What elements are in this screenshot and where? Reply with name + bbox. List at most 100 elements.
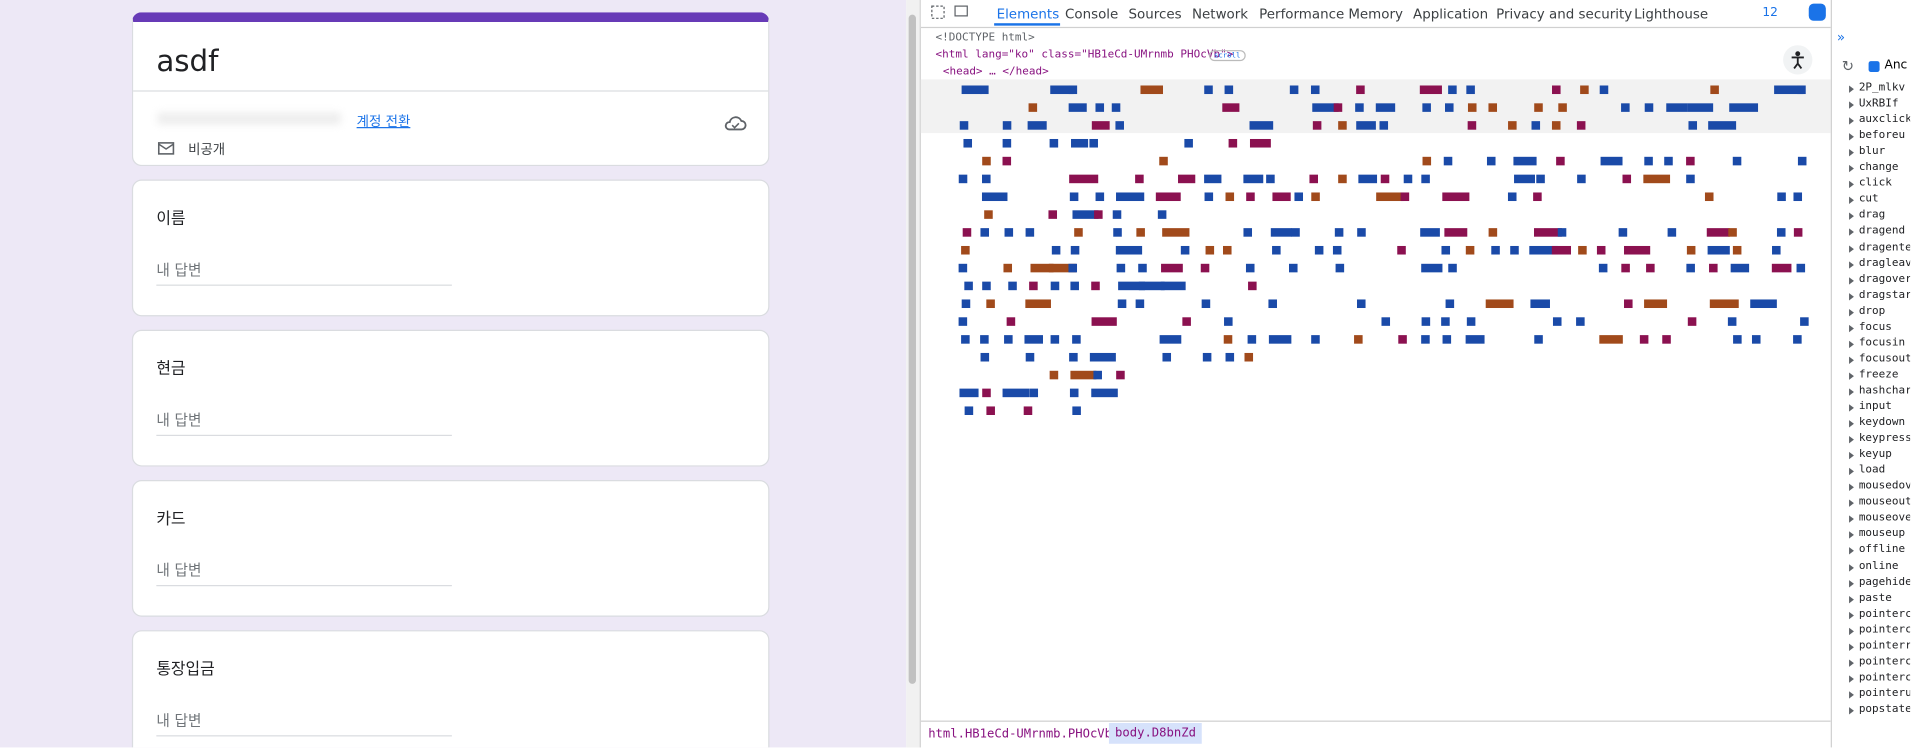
redaction-block (1243, 174, 1264, 184)
account-switch-link[interactable]: 계정 전환 (356, 113, 411, 130)
answer-input[interactable]: 내 답변 (156, 559, 452, 587)
event-listener[interactable]: dragend (1858, 225, 1906, 238)
scroll-thumb[interactable] (908, 14, 916, 684)
event-listener[interactable]: input (1858, 400, 1892, 413)
event-listener[interactable]: click (1858, 177, 1892, 190)
question-label: 통장입금 (156, 660, 215, 680)
refresh-icon[interactable]: ↻ (1841, 57, 1855, 75)
sync-icon[interactable] (1808, 3, 1826, 21)
redaction-block (1178, 174, 1196, 184)
accessibility-button[interactable] (1782, 44, 1814, 76)
event-listener[interactable]: pointeru (1858, 687, 1911, 700)
redaction-block (1621, 103, 1630, 112)
expand-arrow (1849, 117, 1854, 125)
event-listener[interactable]: pointerc (1858, 655, 1911, 668)
redaction-block (1116, 263, 1126, 273)
redaction-block (1375, 103, 1396, 112)
redaction-block (1536, 174, 1545, 184)
checkbox[interactable] (1868, 61, 1880, 73)
event-listener[interactable]: beforeu (1858, 129, 1906, 142)
expand-arrow (1849, 531, 1854, 540)
event-listener[interactable]: mouseup (1858, 528, 1906, 541)
expand-arrow (1849, 101, 1854, 109)
event-listener[interactable]: auxclick (1858, 113, 1911, 126)
event-listener[interactable]: UxRBIf (1858, 97, 1899, 110)
redaction-block (1157, 210, 1167, 219)
expand-arrow (1849, 133, 1854, 141)
event-listener[interactable]: focus (1858, 320, 1892, 334)
event-listener[interactable]: keyup (1858, 448, 1892, 461)
answer-input[interactable]: 내 답변 (156, 409, 452, 437)
redaction-block (1486, 156, 1496, 166)
tab[interactable]: Elements (996, 6, 1060, 22)
event-listener[interactable]: change (1858, 161, 1899, 174)
event-listener[interactable]: pointerc (1858, 671, 1911, 684)
redaction-block (1204, 192, 1214, 202)
event-listener[interactable]: keydown (1858, 416, 1906, 429)
tab[interactable]: Application (1413, 6, 1489, 22)
event-listener[interactable]: hashchar (1858, 384, 1911, 397)
inspect-icons[interactable] (931, 5, 970, 22)
event-listener[interactable]: pointerc (1858, 623, 1911, 636)
answer-input[interactable]: 내 답변 (156, 710, 452, 737)
tab[interactable]: Sources (1128, 6, 1182, 22)
redaction-block (1376, 192, 1404, 202)
event-listener[interactable]: offline (1858, 544, 1906, 557)
event-listener[interactable]: focusin (1858, 336, 1906, 350)
redacted-dom (958, 85, 1809, 415)
redaction-block (1551, 121, 1561, 130)
event-listener[interactable]: load (1858, 464, 1886, 477)
event-listener[interactable]: dragleav (1858, 257, 1911, 270)
redaction-block (1551, 245, 1572, 255)
event-listener[interactable]: focusout (1858, 352, 1911, 365)
event-listener[interactable]: dragstar (1858, 289, 1911, 302)
event-listener[interactable]: online (1858, 559, 1899, 573)
event-listener[interactable]: paste (1858, 591, 1892, 605)
tab[interactable]: Lighthouse (1634, 6, 1709, 22)
redaction-block (1777, 192, 1786, 202)
event-listener[interactable]: mouseove (1858, 512, 1911, 525)
scroll-badge[interactable]: scroll (1209, 50, 1246, 62)
event-listener[interactable]: keypress (1858, 432, 1911, 445)
redacted-email (157, 112, 341, 125)
redaction-block (1443, 156, 1453, 166)
event-listener[interactable]: pointerc (1858, 607, 1911, 620)
event-listener[interactable]: blur (1858, 145, 1886, 158)
event-listener[interactable]: mousedov (1858, 480, 1911, 493)
event-listener[interactable]: freeze (1858, 368, 1899, 381)
event-listener[interactable]: cut (1858, 193, 1879, 206)
tab[interactable]: Console (1064, 6, 1119, 22)
sidebar-more[interactable]: » (1836, 29, 1846, 46)
event-listener[interactable]: pointerr (1858, 639, 1911, 652)
redaction-block (1069, 352, 1078, 362)
redaction-block (1621, 263, 1630, 273)
event-listener[interactable]: drag (1858, 209, 1886, 222)
event-listener[interactable]: pagehide (1858, 575, 1911, 589)
redaction-block (1398, 335, 1407, 344)
issues-badge[interactable]: 12 (1762, 6, 1778, 20)
page-scrollbar[interactable] (906, 0, 920, 748)
head-line[interactable]: <head> … </head> (942, 65, 1049, 79)
expand-arrow (1849, 420, 1854, 428)
tab[interactable]: Network (1191, 6, 1249, 22)
breadcrumb[interactable]: html.HB1eCd-UMrnmb.PHOcVb (928, 727, 1113, 742)
redaction-block (1072, 406, 1081, 415)
redaction-block (1686, 263, 1695, 273)
redaction-block (1448, 85, 1457, 95)
event-listener[interactable]: popstate (1858, 703, 1911, 716)
redaction-block (1578, 245, 1587, 255)
event-listener[interactable]: mouseout (1858, 496, 1911, 509)
breadcrumb[interactable]: body.D8bnZd (1108, 723, 1203, 744)
answer-input[interactable]: 내 답변 (156, 259, 452, 286)
tab[interactable]: Performance (1259, 6, 1345, 22)
redaction-block (1161, 263, 1183, 273)
redaction-block (1201, 299, 1211, 309)
redaction-block (1730, 263, 1750, 273)
event-listener[interactable]: dragente (1858, 241, 1911, 254)
event-listener[interactable]: 2P_mlkv (1858, 81, 1906, 95)
tab[interactable]: Memory (1348, 6, 1403, 22)
event-listener[interactable]: drop (1858, 304, 1886, 318)
tab[interactable]: Privacy and security (1496, 6, 1633, 22)
event-listener[interactable]: dragover (1858, 273, 1911, 286)
